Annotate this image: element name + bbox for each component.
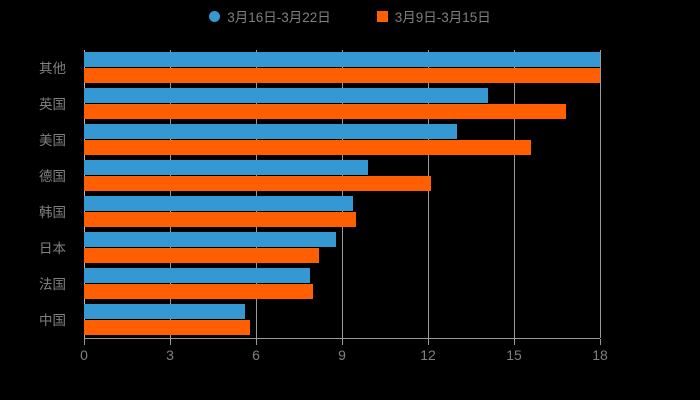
y-axis-label-1: 其他 — [39, 61, 66, 76]
x-tick-0 — [84, 339, 85, 345]
y-axis-label-3: 美国 — [39, 133, 66, 148]
x-tick-18 — [600, 339, 601, 345]
x-tick-label-9: 9 — [338, 347, 346, 363]
bar-7-series-1[interactable] — [84, 268, 310, 283]
x-tick-label-15: 15 — [506, 347, 522, 363]
y-axis-label-8: 中国 — [39, 313, 66, 328]
chart-legend: 3月16日-3月22日 3月9日-3月15日 — [0, 0, 700, 32]
x-tick-12 — [428, 339, 429, 345]
y-axis-label-7: 法国 — [39, 277, 66, 292]
bar-4-series-2[interactable] — [84, 176, 431, 191]
legend-circle-icon — [209, 10, 221, 22]
y-axis-category-labels: 其他英国美国德国韩国日本法国中国 — [0, 50, 76, 338]
x-tick-15 — [514, 339, 515, 345]
bar-group-5 — [84, 196, 600, 227]
legend-label: 3月9日-3月15日 — [394, 10, 491, 25]
bar-3-series-1[interactable] — [84, 124, 457, 139]
plot-area — [84, 50, 601, 338]
x-tick-6 — [256, 339, 257, 345]
bar-8-series-2[interactable] — [84, 320, 250, 335]
x-tick-9 — [342, 339, 343, 345]
gridline-x-12 — [428, 50, 429, 338]
x-tick-label-0: 0 — [80, 347, 88, 363]
bar-group-7 — [84, 268, 600, 299]
x-tick-label-12: 12 — [420, 347, 436, 363]
x-tick-label-3: 3 — [166, 347, 174, 363]
bar-7-series-2[interactable] — [84, 284, 313, 299]
y-axis-label-5: 韩国 — [39, 205, 66, 220]
legend-label: 3月16日-3月22日 — [227, 10, 331, 25]
bar-6-series-2[interactable] — [84, 248, 319, 263]
y-axis-label-4: 德国 — [39, 169, 66, 184]
gridline-x-9 — [342, 50, 343, 338]
bar-3-series-2[interactable] — [84, 140, 531, 155]
x-tick-3 — [170, 339, 171, 345]
bar-1-series-1[interactable] — [84, 52, 600, 67]
gridline-x-15 — [514, 50, 515, 338]
legend-entry-2[interactable]: 3月9日-3月15日 — [376, 6, 491, 26]
gridline-x-6 — [256, 50, 257, 338]
gridline-x-0 — [84, 50, 85, 338]
gridline-x-18 — [600, 50, 601, 338]
x-tick-label-18: 18 — [592, 347, 608, 363]
legend-square-icon — [376, 10, 388, 22]
bar-group-1 — [84, 52, 600, 83]
bar-4-series-1[interactable] — [84, 160, 368, 175]
y-axis-label-6: 日本 — [39, 241, 66, 256]
bar-5-series-2[interactable] — [84, 212, 356, 227]
bar-2-series-2[interactable] — [84, 104, 566, 119]
bar-group-8 — [84, 304, 600, 335]
bar-1-series-2[interactable] — [84, 68, 600, 83]
bar-6-series-1[interactable] — [84, 232, 336, 247]
legend-entry-1[interactable]: 3月16日-3月22日 — [209, 6, 331, 26]
bar-5-series-1[interactable] — [84, 196, 353, 211]
bar-group-4 — [84, 160, 600, 191]
bar-group-6 — [84, 232, 600, 263]
gridline-x-3 — [170, 50, 171, 338]
x-axis: 0 3 6 9 12 15 18 — [80, 338, 608, 363]
bar-group-3 — [84, 124, 600, 155]
y-axis-label-2: 英国 — [39, 97, 66, 112]
bar-2-series-1[interactable] — [84, 88, 488, 103]
x-tick-label-6: 6 — [252, 347, 260, 363]
bar-8-series-1[interactable] — [84, 304, 245, 319]
bar-group-2 — [84, 88, 600, 119]
